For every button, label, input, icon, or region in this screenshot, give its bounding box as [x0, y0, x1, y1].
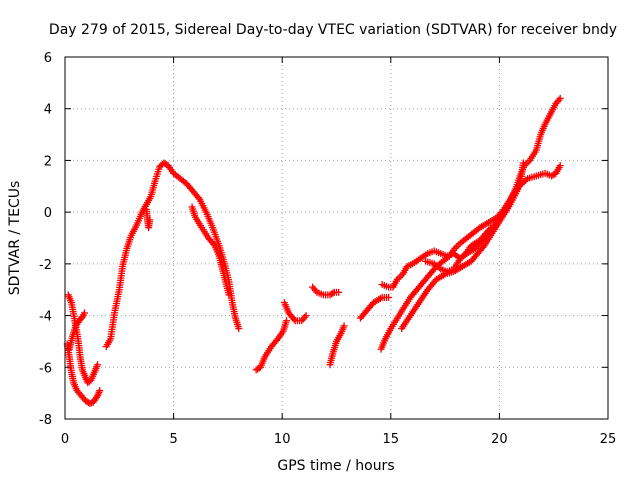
data-point [146, 216, 154, 224]
x-tick-label: 10 [274, 432, 291, 447]
data-point [340, 322, 348, 330]
data-point [302, 312, 310, 320]
plot-border [64, 56, 609, 420]
y-tick-label: 4 [44, 103, 52, 118]
data-point [283, 317, 291, 325]
data-point [519, 159, 527, 167]
data-point [435, 264, 443, 272]
y-tick-label: 2 [44, 154, 52, 169]
data-point [385, 293, 393, 301]
data-point [335, 288, 343, 296]
data-point [225, 291, 233, 299]
data-point [194, 194, 202, 202]
y-tick-label: 6 [44, 51, 52, 66]
chart-title: Day 279 of 2015, Sidereal Day-to-day VTE… [49, 22, 617, 38]
data-points [63, 94, 564, 407]
y-tick-label: -4 [39, 310, 52, 325]
data-point [487, 226, 495, 234]
y-tick-label: 0 [44, 206, 52, 221]
data-point [81, 309, 89, 317]
x-tick-label: 20 [491, 432, 508, 447]
y-tick-label: -2 [39, 258, 52, 273]
data-point [290, 315, 298, 323]
x-tick-label: 25 [600, 432, 617, 447]
data-point [210, 240, 218, 248]
y-axis-label: SDTVAR / TECUs [7, 181, 23, 296]
x-tick-label: 15 [383, 432, 400, 447]
x-axis-label: GPS time / hours [277, 458, 394, 474]
x-tick-label: 0 [61, 432, 69, 447]
data-point [94, 361, 102, 369]
data-point [556, 94, 564, 102]
data-point [485, 228, 493, 236]
y-tick-label: -6 [39, 361, 52, 376]
data-point [556, 162, 564, 170]
data-point [96, 387, 104, 395]
x-tick-label: 5 [169, 432, 177, 447]
data-point [444, 253, 452, 261]
data-point [479, 243, 487, 251]
axis-ticks: 0 5 10 15 20 25 -8 -6 -4 -2 0 2 4 6 [39, 51, 616, 447]
gridlines [65, 57, 608, 419]
y-tick-label: -8 [39, 413, 52, 428]
data-point [235, 325, 243, 332]
data-point [329, 289, 337, 297]
